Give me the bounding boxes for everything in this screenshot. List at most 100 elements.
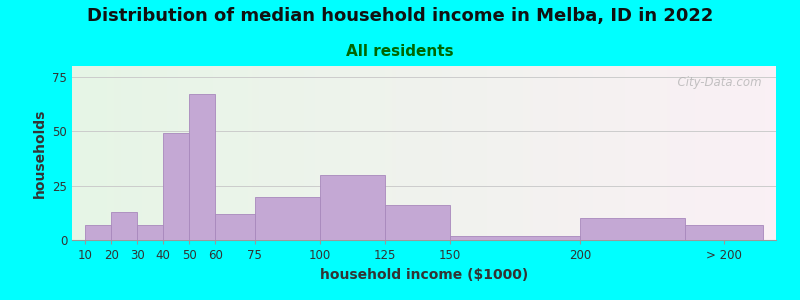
Bar [320, 175, 385, 240]
Bar [146, 66, 150, 240]
Bar [234, 66, 238, 240]
Text: Distribution of median household income in Melba, ID in 2022: Distribution of median household income … [87, 8, 713, 26]
Bar [667, 66, 670, 240]
Bar [758, 66, 762, 240]
Bar [470, 66, 474, 240]
Bar [438, 66, 442, 240]
Bar [445, 66, 449, 240]
Bar [333, 66, 336, 240]
Bar [434, 66, 438, 240]
Bar [385, 205, 450, 240]
Bar [581, 218, 685, 240]
Bar [607, 66, 610, 240]
Bar [572, 66, 575, 240]
Bar [487, 66, 491, 240]
Bar [509, 66, 512, 240]
X-axis label: household income ($1000): household income ($1000) [320, 268, 528, 282]
Bar [579, 66, 582, 240]
Bar [188, 66, 192, 240]
Bar [245, 66, 248, 240]
Bar [157, 66, 160, 240]
Bar [251, 66, 255, 240]
Bar [512, 66, 515, 240]
Bar [255, 66, 258, 240]
Bar [170, 66, 174, 240]
Bar [505, 66, 509, 240]
Bar [751, 66, 755, 240]
Bar [104, 66, 107, 240]
Bar [734, 66, 738, 240]
Bar [238, 66, 241, 240]
Bar [346, 66, 350, 240]
Bar [456, 66, 459, 240]
Bar [642, 66, 646, 240]
Bar [450, 236, 581, 240]
Bar [540, 66, 544, 240]
Bar [210, 66, 213, 240]
Bar [638, 66, 642, 240]
Y-axis label: households: households [33, 108, 46, 198]
Bar [304, 66, 308, 240]
Bar [702, 66, 706, 240]
Bar [97, 66, 100, 240]
Bar [530, 66, 533, 240]
Bar [491, 66, 494, 240]
Bar [462, 66, 466, 240]
Bar [537, 66, 540, 240]
Bar [361, 66, 364, 240]
Bar [262, 66, 266, 240]
Bar [547, 66, 550, 240]
Bar [368, 66, 371, 240]
Bar [318, 66, 322, 240]
Bar [526, 66, 530, 240]
Bar [343, 66, 346, 240]
Bar [269, 66, 273, 240]
Bar [90, 66, 93, 240]
Bar [593, 66, 597, 240]
Bar [223, 66, 227, 240]
Bar [354, 66, 357, 240]
Bar [336, 66, 339, 240]
Bar [660, 66, 663, 240]
Bar [122, 66, 125, 240]
Bar [163, 66, 167, 240]
Bar [382, 66, 386, 240]
Bar [389, 66, 392, 240]
Bar [364, 66, 368, 240]
Bar [590, 66, 593, 240]
Bar [755, 66, 758, 240]
Bar [586, 66, 590, 240]
Bar [674, 66, 678, 240]
Bar [502, 66, 505, 240]
Bar [480, 66, 484, 240]
Bar [374, 66, 378, 240]
Bar [82, 66, 86, 240]
Bar [128, 66, 132, 240]
Bar [100, 66, 104, 240]
Bar [396, 66, 399, 240]
Bar [198, 66, 202, 240]
Bar [575, 66, 579, 240]
Bar [280, 66, 283, 240]
Bar [174, 66, 178, 240]
Bar [533, 66, 537, 240]
Bar [322, 66, 326, 240]
Text: All residents: All residents [346, 44, 454, 59]
Bar [738, 66, 741, 240]
Bar [618, 66, 621, 240]
Bar [107, 66, 110, 240]
Bar [459, 66, 462, 240]
Bar [550, 66, 554, 240]
Bar [220, 66, 223, 240]
Bar [276, 66, 280, 240]
Bar [111, 212, 137, 240]
Bar [681, 66, 685, 240]
Bar [421, 66, 424, 240]
Bar [653, 66, 656, 240]
Bar [678, 66, 681, 240]
Bar [597, 66, 600, 240]
Bar [603, 66, 607, 240]
Bar [75, 66, 79, 240]
Bar [266, 66, 269, 240]
Bar [215, 214, 254, 240]
